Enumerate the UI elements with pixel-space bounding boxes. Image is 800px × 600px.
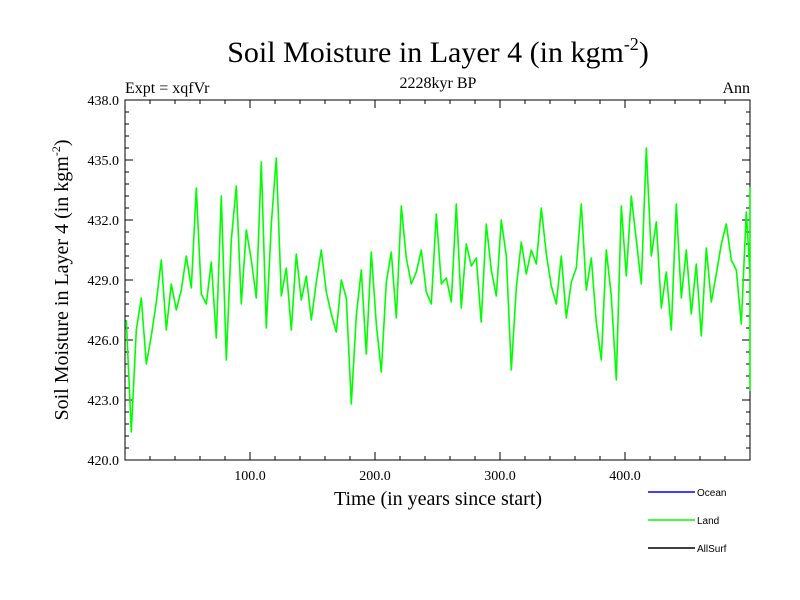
season-label: Ann	[722, 80, 750, 97]
x-axis-tick-labels: 100.0 200.0 300.0 400.0	[234, 469, 641, 484]
y-tick-label: 438.0	[88, 94, 120, 109]
x-axis-ticks	[149, 100, 726, 460]
x-tick-label: 200.0	[359, 469, 391, 484]
series-line-land	[125, 147, 751, 433]
x-axis-title: Time (in years since start)	[334, 488, 542, 510]
y-tick-label: 420.0	[88, 454, 120, 469]
y-tick-label: 435.0	[88, 154, 120, 169]
legend: Ocean Land AllSurf	[648, 488, 727, 555]
legend-label-allsurf: AllSurf	[697, 544, 727, 555]
legend-label-ocean: Ocean	[697, 488, 726, 499]
legend-label-land: Land	[697, 516, 719, 527]
chart-title: Soil Moisture in Layer 4 (in kgm-2)	[227, 34, 649, 69]
y-tick-label: 426.0	[88, 334, 120, 349]
x-tick-label: 100.0	[234, 469, 266, 484]
y-tick-label: 432.0	[88, 214, 120, 229]
experiment-label: Expt = xqfVr	[125, 80, 210, 97]
y-axis-tick-labels: 420.0 423.0 426.0 429.0 432.0 435.0 438.0	[88, 94, 120, 469]
y-axis-title: Soil Moisture in Layer 4 (in kgm-2)	[49, 139, 73, 420]
x-tick-label: 300.0	[484, 469, 516, 484]
x-tick-label: 400.0	[609, 469, 641, 484]
y-tick-label: 429.0	[88, 274, 120, 289]
chart-subtitle: 2228kyr BP	[400, 75, 477, 92]
y-tick-label: 423.0	[88, 394, 120, 409]
